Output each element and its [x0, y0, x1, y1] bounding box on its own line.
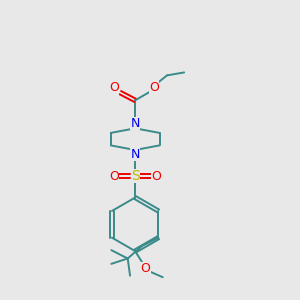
- Text: N: N: [130, 117, 140, 130]
- Text: O: O: [149, 81, 159, 94]
- Text: N: N: [130, 148, 140, 161]
- Text: O: O: [141, 262, 151, 275]
- Text: O: O: [110, 81, 119, 94]
- Text: O: O: [152, 170, 161, 183]
- Text: S: S: [131, 169, 140, 183]
- Text: O: O: [109, 170, 119, 183]
